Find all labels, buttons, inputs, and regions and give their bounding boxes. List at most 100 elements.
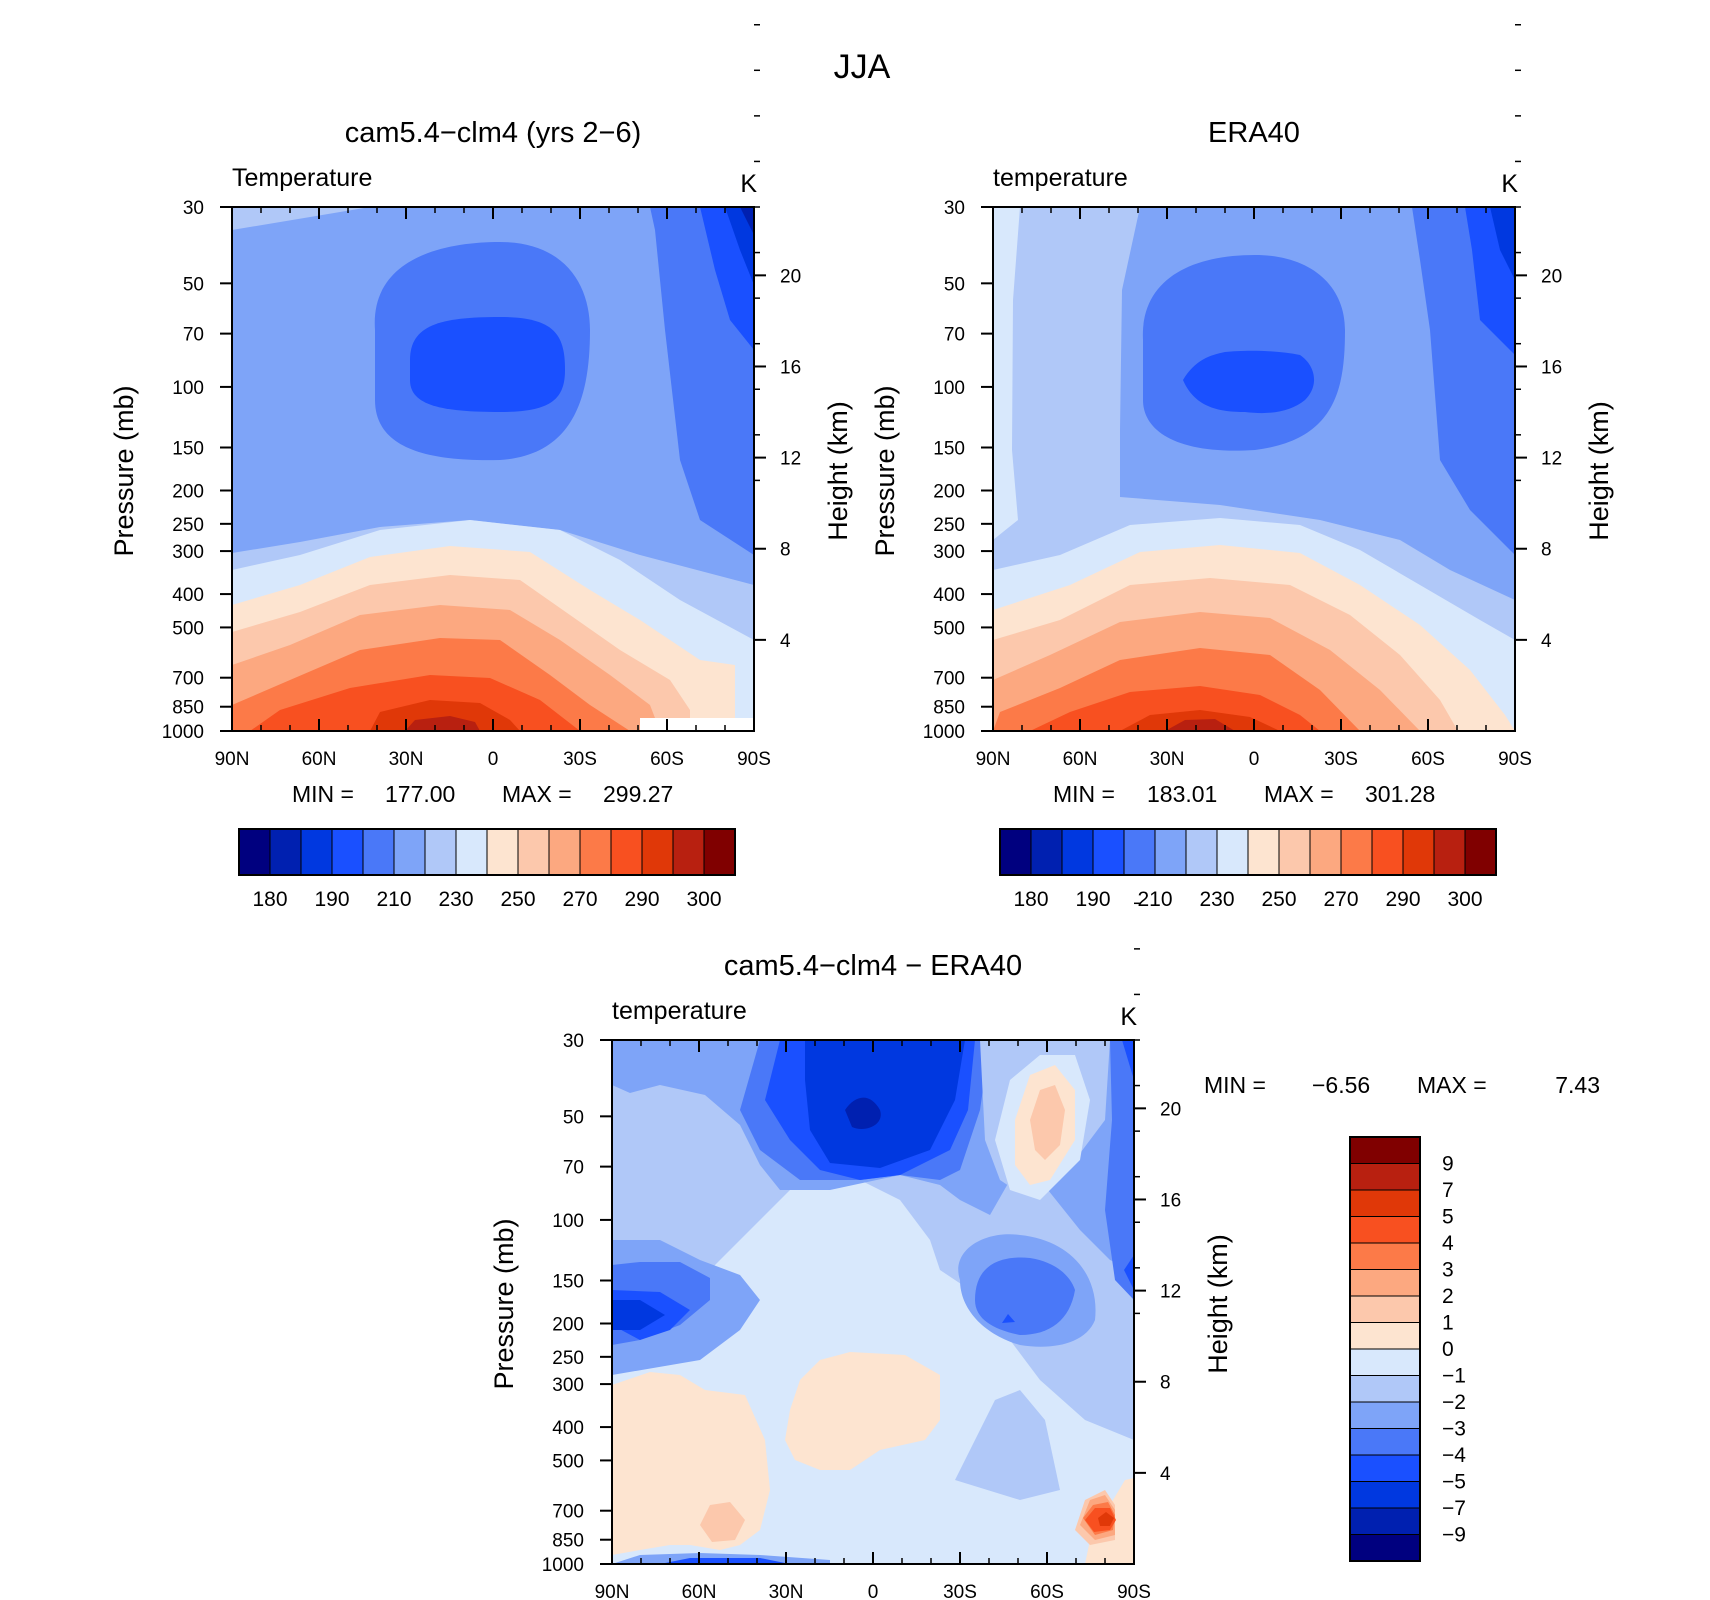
colorbar-swatch <box>1349 1269 1421 1297</box>
colorbar-label: 180 <box>1013 888 1048 911</box>
x-tick-label: 30N <box>769 1582 804 1600</box>
colorbar-label: −9 <box>1442 1524 1466 1547</box>
y-right-tick-label: 12 <box>1541 449 1562 470</box>
y-tick-label: 200 <box>552 1314 584 1335</box>
contour-band <box>975 1257 1075 1335</box>
y-tick-label: 300 <box>172 542 204 563</box>
max-label: MAX = <box>1417 1072 1487 1098</box>
y-tick-label: 150 <box>172 439 204 460</box>
y-tick-label: 400 <box>552 1418 584 1439</box>
contour-band <box>1098 1512 1114 1526</box>
colorbar-label: −5 <box>1442 1471 1466 1494</box>
x-tick-label: 0 <box>488 749 499 770</box>
colorbar-swatch <box>393 828 426 876</box>
colorbar-swatch <box>269 828 302 876</box>
colorbar-swatch <box>1123 828 1156 876</box>
colorbar-swatch <box>1092 828 1125 876</box>
colorbar-swatch <box>486 828 519 876</box>
colorbar-label: −4 <box>1442 1444 1466 1467</box>
colorbar-swatch <box>1278 828 1311 876</box>
y-tick-label: 400 <box>933 585 965 606</box>
y-tick-label: 850 <box>933 698 965 719</box>
colorbar-swatch <box>1371 828 1404 876</box>
colorbar-label: 250 <box>1261 888 1296 911</box>
colorbar-label: 250 <box>500 888 535 911</box>
contour-field <box>612 1040 1134 1564</box>
contour-band <box>405 716 480 731</box>
contour-band <box>1165 719 1235 731</box>
min-value: 183.01 <box>1147 781 1217 807</box>
colorbar-label: 3 <box>1442 1259 1454 1282</box>
colorbar-swatch <box>1349 1295 1421 1323</box>
contour-band <box>700 1502 745 1542</box>
colorbar-swatch <box>1030 828 1063 876</box>
contour-band <box>612 1372 770 1555</box>
y-tick-label: 700 <box>933 669 965 690</box>
colorbar-frame <box>238 828 736 876</box>
colorbar-swatch <box>1349 1322 1421 1350</box>
x-tick-label: 60S <box>650 749 684 770</box>
contour-band <box>1030 1085 1065 1160</box>
y-tick-label: 70 <box>183 325 204 346</box>
colorbar-swatch <box>1433 828 1466 876</box>
panel-title: ERA40 <box>1208 117 1300 149</box>
contour-field <box>232 207 754 731</box>
min-value: 177.00 <box>385 781 455 807</box>
y-tick-label: 1000 <box>542 1555 584 1576</box>
y-tick-label: 850 <box>552 1531 584 1552</box>
colorbar-swatch <box>1349 1216 1421 1244</box>
y-axis-label: Pressure (mb) <box>109 385 139 556</box>
colorbar-label: 300 <box>1447 888 1482 911</box>
y-tick-label: 50 <box>944 274 965 295</box>
y-axis-label-right: Height (km) <box>1584 401 1614 541</box>
x-tick-label: 60N <box>682 1582 717 1600</box>
colorbar-label: 270 <box>562 888 597 911</box>
y-tick-label: 200 <box>172 481 204 502</box>
colorbar-label: 7 <box>1442 1179 1454 1202</box>
contour-band <box>1002 1314 1015 1323</box>
y-right-tick-label: 12 <box>1160 1282 1181 1303</box>
colorbar-swatch <box>1216 828 1249 876</box>
y-tick-label: 30 <box>183 198 204 219</box>
y-tick-label: 150 <box>552 1272 584 1293</box>
y-right-tick-label: 4 <box>780 631 791 652</box>
colorbar-label: 210 <box>376 888 411 911</box>
contour-band <box>410 317 565 412</box>
colorbar-swatch <box>999 828 1032 876</box>
y-right-tick-label: 20 <box>1541 266 1562 287</box>
colorbar-label: −1 <box>1442 1365 1466 1388</box>
y-tick-label: 700 <box>172 669 204 690</box>
max-value: 299.27 <box>603 781 673 807</box>
colorbar-swatch <box>1464 828 1497 876</box>
y-tick-label: 250 <box>933 515 965 536</box>
y-tick-label: 250 <box>552 1348 584 1369</box>
colorbar-swatch <box>424 828 457 876</box>
contour-band <box>955 1390 1060 1500</box>
panel-title: cam5.4−clm4 (yrs 2−6) <box>345 117 642 149</box>
colorbar-swatch <box>1247 828 1280 876</box>
x-tick-label: 30N <box>389 749 424 770</box>
colorbar-label: 290 <box>1385 888 1420 911</box>
colorbar-swatch <box>455 828 488 876</box>
x-tick-label: 90S <box>1498 749 1532 770</box>
x-tick-label: 60S <box>1030 1582 1064 1600</box>
y-right-tick-label: 8 <box>1160 1373 1171 1394</box>
x-tick-label: 0 <box>1249 749 1260 770</box>
colorbar-swatch <box>517 828 550 876</box>
colorbar-swatch <box>1349 1428 1421 1456</box>
units-label: K <box>740 170 757 198</box>
colorbar-label: −7 <box>1442 1497 1466 1520</box>
colorbar-swatch <box>703 828 736 876</box>
y-tick-label: 500 <box>933 618 965 639</box>
x-tick-label: 30S <box>1324 749 1358 770</box>
colorbar-label: 1 <box>1442 1312 1454 1335</box>
units-label: K <box>1501 170 1518 198</box>
y-axis-label-right: Height (km) <box>1203 1234 1233 1374</box>
y-tick-label: 400 <box>172 585 204 606</box>
variable-label: Temperature <box>232 164 372 192</box>
colorbar-label: 230 <box>438 888 473 911</box>
y-tick-label: 100 <box>552 1211 584 1232</box>
colorbar-label: 4 <box>1442 1232 1454 1255</box>
y-tick-label: 50 <box>183 274 204 295</box>
